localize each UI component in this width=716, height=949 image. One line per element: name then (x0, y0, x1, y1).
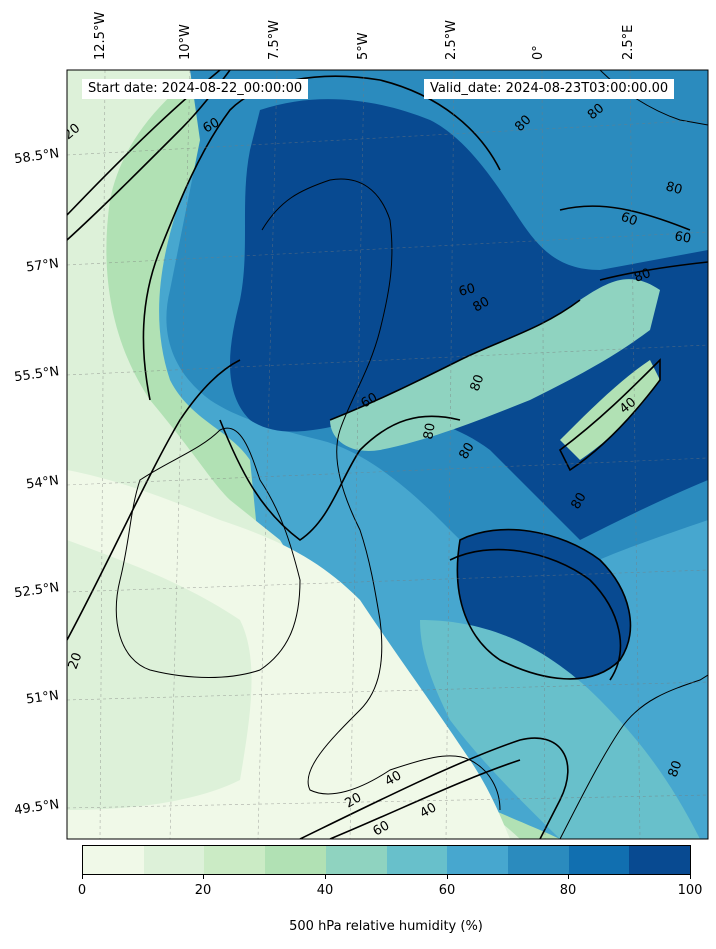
longitude-label: 10°W (178, 24, 193, 60)
contour-label: 80 (666, 759, 686, 780)
contour-label: 80 (568, 490, 589, 512)
humidity-field: 20 60 80 80 60 80 80 60 80 80 60 40 80 8… (66, 70, 708, 839)
grid-parallel (67, 681, 708, 701)
contour-lines (67, 70, 708, 839)
grid-parallel (67, 457, 708, 486)
colorbar-tick-label: 0 (77, 883, 87, 898)
colorbar-segment (447, 846, 508, 874)
contour-label: 80 (456, 440, 477, 462)
contour-label: 40 (383, 768, 405, 789)
contour-label: 60 (673, 229, 692, 247)
contour-label: 40 (418, 800, 440, 821)
contour-label: 60 (619, 210, 640, 230)
colorbar-tick (203, 874, 204, 879)
colorbar-segment (507, 846, 569, 874)
contour-line (559, 205, 691, 231)
grid-parallel (67, 794, 708, 809)
contour-label: 20 (343, 790, 365, 811)
graticule (67, 70, 708, 839)
contour-label: 60 (359, 390, 381, 411)
colorbar (82, 845, 691, 875)
contour-label: 60 (371, 818, 393, 839)
coastline-great-britain (261, 178, 501, 811)
grid-meridian (629, 70, 641, 839)
colorbar-segment (143, 846, 205, 874)
colorbar-tick (690, 874, 691, 879)
contour-label: 80 (421, 422, 439, 441)
contour-line (67, 359, 241, 641)
contour-line (299, 737, 569, 839)
contour-line (449, 548, 622, 681)
contour-label: 80 (471, 294, 493, 315)
band-dry-se (420, 620, 700, 839)
colorbar-segment (83, 846, 144, 874)
colorbar-segment (204, 846, 266, 874)
contour-line (329, 299, 581, 421)
contour-label: 80 (664, 179, 684, 198)
grid-meridian (445, 70, 455, 839)
longitude-label: 2.5°E (621, 24, 636, 60)
coastline-continent (559, 674, 708, 839)
colorbar-segment (265, 846, 326, 874)
valid-date-label: Valid_date: 2024-08-23T03:00:00.00 (424, 79, 675, 99)
grid-parallel (67, 119, 708, 156)
contour-line (558, 358, 661, 472)
coastline-ireland (115, 427, 301, 678)
grid-parallel (67, 569, 708, 593)
colorbar-tick (82, 874, 83, 879)
coastline-norway (599, 70, 708, 126)
colorbar-tick (447, 874, 448, 879)
colorbar-tick-label: 20 (194, 883, 212, 898)
contour-line (599, 261, 708, 281)
colorbar-tick-label: 60 (438, 883, 456, 898)
grid-meridian (349, 70, 365, 839)
colorbar-tick (325, 874, 326, 879)
contour-line (219, 415, 461, 541)
contour-line (329, 759, 521, 839)
grid-meridian (169, 70, 191, 839)
band-dry-patch (67, 540, 252, 810)
colorbar-segment (568, 846, 630, 874)
colorbar-segment (325, 846, 387, 874)
grid-meridian (257, 70, 278, 839)
longitude-label: 5°W (356, 32, 371, 60)
coastlines (115, 70, 708, 839)
band-dry-tongue (330, 279, 660, 451)
contour-label: 60 (201, 115, 223, 136)
colorbar-segment (386, 846, 448, 874)
colorbar-segment (629, 846, 691, 874)
contour-label: 60 (457, 281, 477, 300)
longitude-label: 2.5°W (444, 19, 459, 60)
longitude-label: 7.5°W (267, 19, 282, 60)
contour-line (142, 75, 501, 401)
grid-meridian (99, 70, 106, 839)
contour-line (456, 528, 632, 680)
colorbar-title: 500 hPa relative humidity (%) (289, 919, 483, 934)
map-frame (66, 69, 709, 840)
contour-label: 80 (468, 373, 488, 394)
colorbar-tick (568, 874, 569, 879)
colorbar-tick-label: 100 (677, 883, 703, 898)
contour-line (67, 70, 221, 216)
longitude-label: 0° (531, 45, 546, 60)
contour-label: 80 (632, 266, 653, 286)
contour-label: 20 (66, 651, 86, 672)
start-date-label: Start date: 2024-08-22_00:00:00 (82, 79, 309, 99)
grid-meridian (541, 70, 546, 839)
colorbar-tick-label: 80 (559, 883, 577, 898)
grid-parallel (67, 344, 708, 376)
longitude-label: 12.5°W (93, 11, 108, 60)
grid-parallel (67, 231, 708, 266)
colorbar-tick-label: 40 (316, 883, 334, 898)
